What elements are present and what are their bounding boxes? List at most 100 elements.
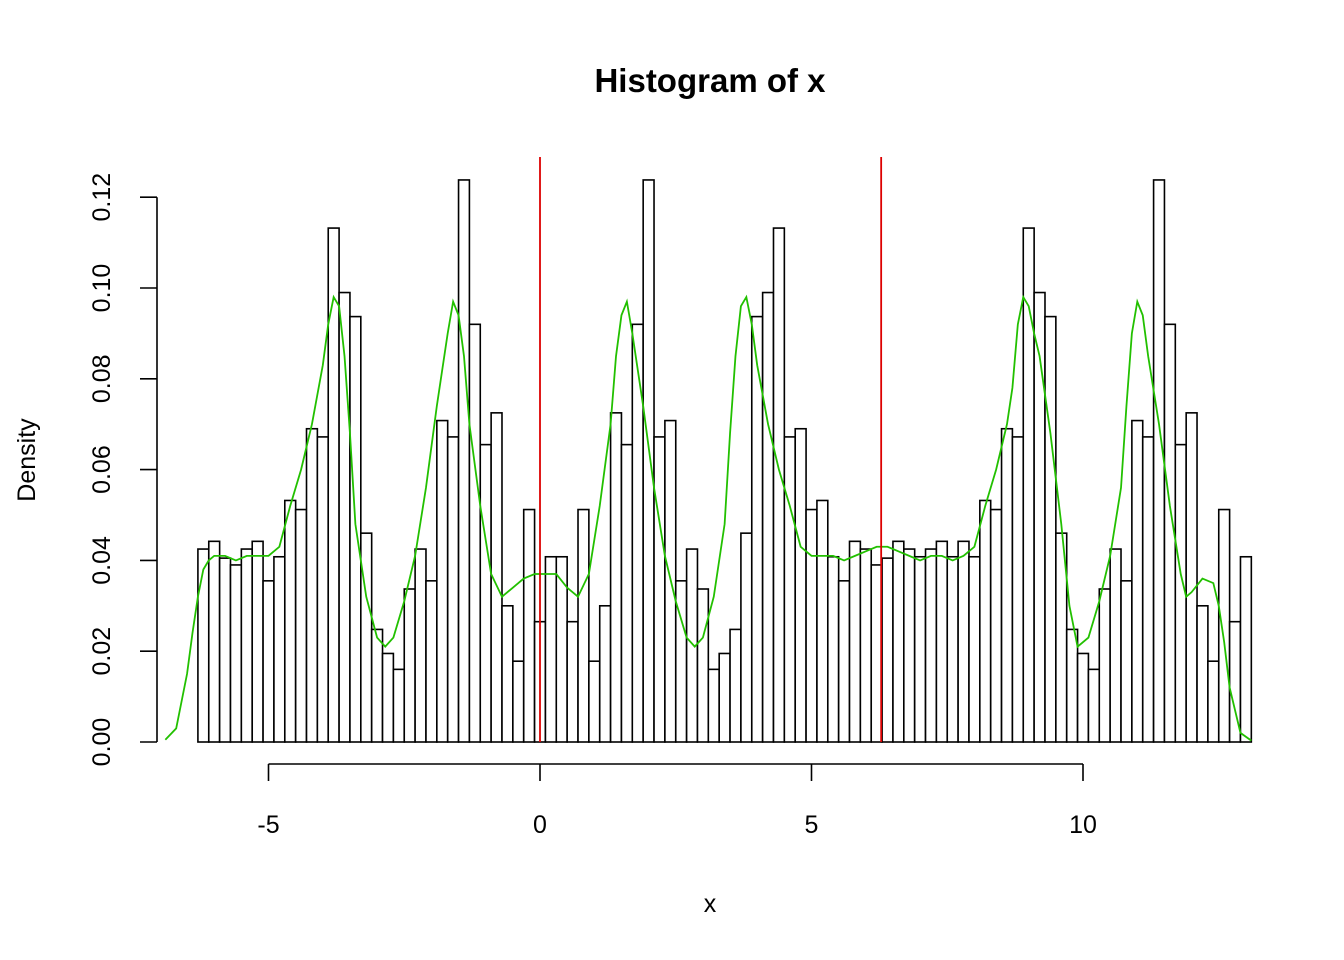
histogram-bar (957, 540, 970, 743)
y-tick-label: 0.06 (88, 445, 116, 494)
density-curve-group (164, 294, 1252, 742)
reference-lines (539, 157, 883, 742)
y-axis-label: Density (13, 418, 41, 502)
histogram-bar (294, 508, 308, 743)
density-curve (164, 294, 1252, 742)
x-tick-label: 0 (533, 811, 547, 839)
y-tick-label: 0.08 (88, 354, 116, 403)
histogram-bar (881, 557, 894, 743)
histogram-bar (1131, 419, 1144, 743)
histogram-bar (631, 323, 644, 743)
histogram-bar (837, 580, 851, 743)
histogram-bar (479, 443, 492, 743)
histogram-bar (892, 540, 905, 743)
histogram-bar (913, 555, 927, 743)
histogram-bar (457, 179, 471, 743)
histogram-bar (1109, 548, 1122, 743)
histogram-bar (197, 548, 210, 743)
histogram-bar (924, 548, 938, 743)
y-tick-label: 0.04 (88, 536, 116, 585)
histogram-bar (316, 436, 330, 743)
histogram-bar (566, 620, 579, 743)
x-axis-label: x (704, 890, 717, 918)
histogram-bar (305, 427, 319, 743)
histogram-bar (436, 419, 449, 743)
histogram-bar (1076, 652, 1090, 743)
histogram-bar (425, 580, 438, 743)
y-axis: 0.00 0.02 0.04 0.06 0.08 0.10 0.12 (88, 173, 158, 767)
histogram-bar (794, 427, 807, 743)
histogram-bar (1011, 436, 1025, 743)
x-tick-label: 10 (1069, 811, 1097, 839)
histogram-bar (414, 548, 427, 743)
histogram-bar (1152, 179, 1166, 743)
histogram-bar (1207, 660, 1220, 743)
histogram-bar (1217, 508, 1231, 743)
y-tick-label: 0.00 (88, 718, 116, 767)
histogram-bar (1141, 436, 1155, 743)
histogram-bar (696, 588, 710, 743)
histogram-bar (229, 564, 243, 743)
histogram-bar (1044, 315, 1057, 743)
x-tick-label: -5 (257, 811, 279, 839)
histogram-bar (262, 580, 275, 743)
histogram-bar (979, 499, 992, 743)
histogram-bar (490, 412, 503, 743)
histogram-bar (729, 628, 742, 743)
histogram-bar (805, 508, 818, 743)
histogram-bar (989, 508, 1003, 743)
histogram-bar (935, 540, 949, 743)
histogram-bar (740, 532, 753, 743)
histogram-bar (848, 540, 862, 743)
histogram-bar (501, 604, 514, 743)
histogram-bar (609, 412, 623, 743)
x-tick-label: 5 (805, 811, 819, 839)
histogram-bar (446, 436, 460, 743)
histogram-bar (577, 508, 590, 743)
histogram-bar (403, 588, 416, 743)
histogram-bar (544, 555, 558, 743)
histogram-bar (512, 660, 525, 743)
chart-title: Histogram of x (594, 62, 826, 99)
histogram-bar (718, 652, 731, 743)
histogram-bar (816, 499, 829, 743)
histogram-bar (240, 548, 254, 743)
histogram-bar (283, 499, 297, 743)
y-tick-label: 0.02 (88, 627, 116, 676)
histogram-bar (620, 443, 634, 743)
histogram-bar (968, 555, 981, 743)
histogram-bar (1065, 628, 1079, 743)
histogram-bar (381, 652, 395, 743)
x-axis: -5 0 5 10 (257, 763, 1097, 839)
histogram-bar (207, 540, 221, 743)
histogram-bar (1087, 668, 1101, 743)
histogram-bar (783, 436, 797, 743)
histogram-bar (468, 323, 482, 743)
histogram-bar (392, 668, 406, 743)
histogram-bar (370, 628, 384, 743)
histogram-bar (642, 179, 655, 743)
histogram-bar (761, 291, 775, 743)
histogram-bar (653, 436, 666, 743)
histogram-bar (1098, 588, 1111, 743)
histogram-bar (273, 555, 286, 743)
histogram-bar (946, 555, 959, 743)
histogram-bar (707, 668, 720, 743)
histogram-bar (750, 315, 764, 743)
histogram-bar (1185, 412, 1198, 743)
histogram-bar (588, 660, 601, 743)
histogram-bar (1196, 604, 1209, 743)
histogram-bars (197, 179, 1253, 743)
histogram-bar (1000, 427, 1014, 743)
histogram-bar (598, 604, 612, 743)
histogram-bar (903, 548, 916, 743)
y-tick-label: 0.12 (88, 173, 116, 222)
histogram-bar (859, 548, 873, 743)
histogram-bar (1239, 555, 1253, 743)
histogram-bar (1120, 580, 1133, 743)
histogram-bar (826, 555, 840, 743)
histogram-bar (251, 540, 264, 743)
histogram-bar (522, 508, 536, 743)
histogram-bar (218, 557, 232, 743)
